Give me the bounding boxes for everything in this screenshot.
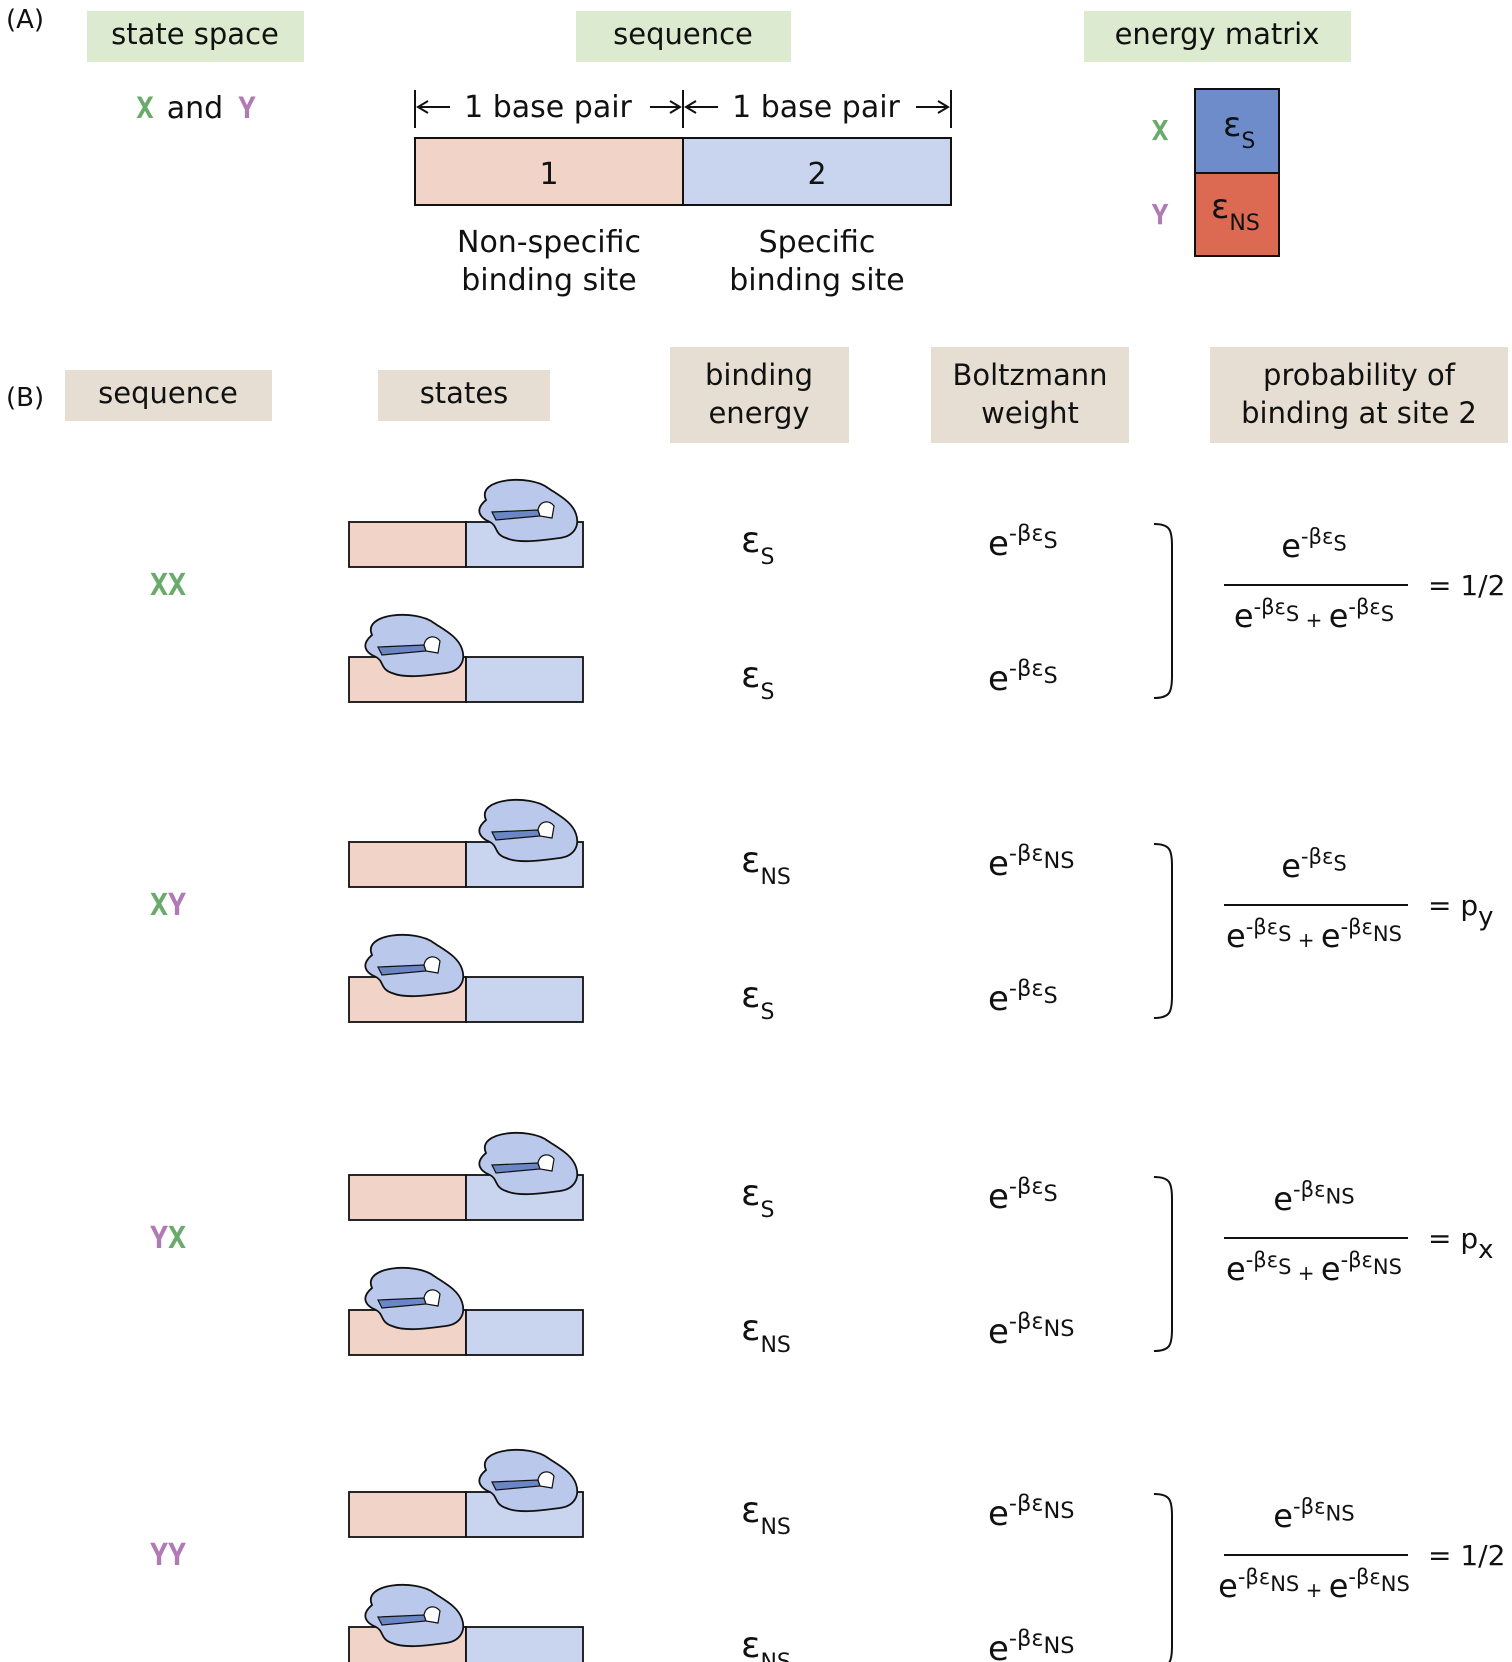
col-probability-header-line1: probability of [1263,358,1456,392]
matrix-row-x-label: X [1152,114,1169,147]
dna-site-1 [348,1491,467,1538]
dna-site-2 [465,656,584,703]
state-bound-site-1: εNS [348,1266,791,1358]
state-x-label: X [136,91,154,125]
state-bound-site-2: εNS [348,798,791,890]
energy-matrix-header: energy matrix [1115,17,1320,51]
sequence-row-3: YY εNS εNS e-βεNS + e-βεNS = 1/2 [150,1448,1505,1662]
sequence-label: XX [150,568,186,603]
sequence-header: sequence [613,17,753,51]
site-2-number: 2 [807,157,826,192]
col-probability-header-line2: binding at site 2 [1241,396,1477,430]
site-2-caption-line2: binding site [729,263,905,298]
group-bracket [1153,1176,1173,1352]
group-bracket [1153,523,1173,699]
col-states-header: states [420,376,509,410]
col-probability-header-bg [1210,347,1508,443]
matrix-row-y-label: Y [1152,198,1169,231]
boltzmann-weight: e-βεNS [988,1309,1075,1352]
dna-site-1 [348,841,467,888]
boltzmann-weight: e-βεS [988,1174,1058,1217]
fraction-numerator: e-βεNS [1273,1177,1354,1218]
col-sequence-header-bg [65,370,272,421]
panel-b-label: (B) [6,383,44,413]
fraction-numerator: e-βεS [1281,524,1347,565]
probability-result: = 1/2 [1428,569,1505,602]
binding-energy: εS [741,520,774,570]
col-states-header-bg [378,370,550,421]
boltzmann-weight: e-βεNS [988,1491,1075,1534]
base-pair-dimensions [414,90,952,128]
fraction-numerator: e-βεNS [1273,1494,1354,1535]
binding-energy: εS [741,1173,774,1223]
bp-label-2: 1 base pair [732,90,900,125]
site-1-box [414,137,684,206]
site-1-caption-line2: binding site [461,263,637,298]
dna-site-2 [465,976,584,1023]
dna-site-2 [465,1309,584,1356]
site-2-caption-line1: Specific [759,225,876,260]
fraction-denominator: e-βεS + e-βεNS [1226,915,1402,955]
group-bracket [1153,843,1173,1019]
boltzmann-weight: e-βεS [988,656,1058,699]
state-bound-site-2: εNS [348,1448,791,1540]
sequence-row-1: XY εNS εS e-βεS + e-βεNS = py [150,798,1494,1025]
site-1-caption-line1: Non-specific [457,225,641,260]
sequence-label: YX [150,1221,186,1256]
binding-energy: εNS [741,1625,791,1662]
fraction-numerator: e-βεS [1281,844,1347,885]
boltzmann-weight: e-βεS [988,976,1058,1019]
state-bound-site-1: εNS [348,1583,791,1662]
col-weight-header-bg [931,347,1129,443]
site-2-box [682,137,952,206]
matrix-x-epsilon: εS [1223,105,1255,154]
binding-energy: εS [741,655,774,705]
matrix-cell-x [1194,88,1280,174]
energy-matrix-header-bg [1084,11,1351,62]
state-space-header-bg [87,11,304,62]
col-energy-header-bg [670,347,849,443]
dna-site-2 [465,1626,584,1662]
boltzmann-weight: e-βεNS [988,841,1075,884]
matrix-y-epsilon: εNS [1211,187,1260,236]
probability-result: = 1/2 [1428,1539,1505,1572]
panel-a-label: (A) [6,5,44,35]
col-energy-header-line2: energy [708,396,809,430]
dna-site-1 [348,1174,467,1221]
sequence-label: XY [150,888,186,923]
probability-result: = py [1428,889,1494,932]
dna-site-1 [348,521,467,568]
matrix-cell-y [1194,172,1280,257]
binding-energy: εS [741,975,774,1025]
binding-energy: εNS [741,1490,791,1540]
col-weight-header-line2: weight [981,396,1079,430]
sequence-header-bg [576,11,791,62]
state-space-header: state space [111,17,279,51]
state-and-word: and [167,91,223,126]
col-sequence-header: sequence [98,376,238,410]
boltzmann-weight: e-βεNS [988,1626,1075,1662]
col-weight-header-line1: Boltzmann [952,358,1107,392]
binding-energy: εNS [741,840,791,890]
state-bound-site-1: εS [348,933,774,1025]
bp-label-1: 1 base pair [464,90,632,125]
fraction-denominator: e-βεNS + e-βεNS [1218,1565,1410,1605]
site-1-number: 1 [539,157,558,192]
fraction-denominator: e-βεS + e-βεS [1234,595,1394,635]
state-bound-site-2: εS [348,478,774,570]
sequence-row-0: XX εS εS e-βεS + e-βεS = 1/2 [150,478,1505,705]
state-bound-site-1: εS [348,613,774,705]
fraction-denominator: e-βεS + e-βεNS [1226,1248,1402,1288]
boltzmann-weight: e-βεS [988,521,1058,564]
sequence-row-2: YX εS εNS e-βεS + e-βεNS = px [150,1131,1494,1358]
binding-energy: εNS [741,1308,791,1358]
group-bracket [1153,1493,1173,1662]
sequence-label: YY [150,1538,186,1573]
col-energy-header-line1: binding [705,358,813,392]
probability-result: = px [1428,1222,1494,1265]
state-y-label: Y [238,91,256,125]
state-bound-site-2: εS [348,1131,774,1223]
